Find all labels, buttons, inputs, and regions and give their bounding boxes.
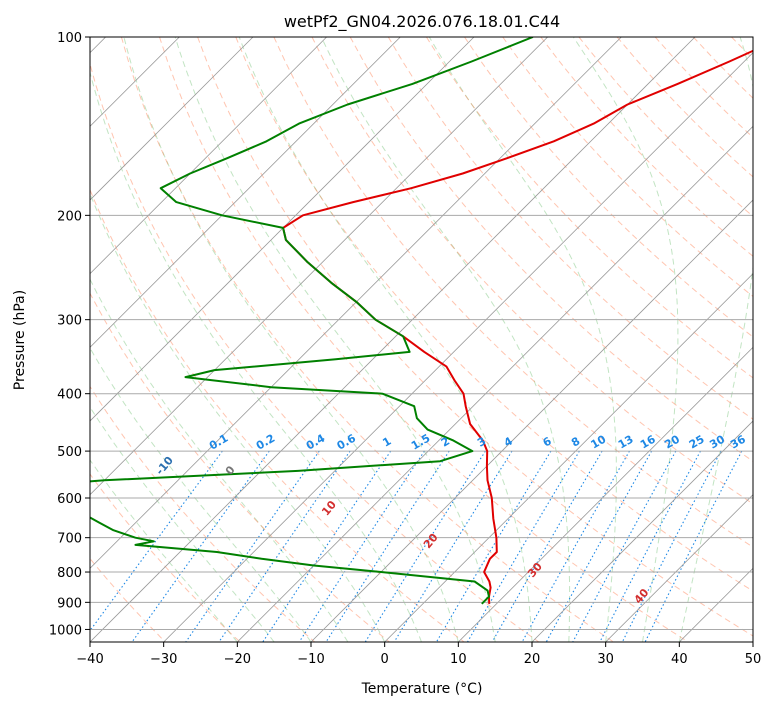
dry-adiabat-line [0, 37, 315, 642]
mixing-ratio-label: 1 [380, 435, 393, 450]
mixing-ratio-line [436, 451, 551, 642]
dry-adiabat-line [426, 37, 775, 642]
plot-area [0, 37, 775, 642]
x-tick-label: −20 [224, 652, 251, 667]
y-tick-label: 200 [57, 209, 82, 224]
moist-adiabat-line [679, 37, 760, 642]
y-tick-label: 1000 [49, 623, 82, 638]
isotherm-line [90, 37, 695, 642]
isotherm-line [16, 37, 621, 642]
y-axis-ticks: 100 200 300 400 500 600 700 800 900 1000 [49, 31, 90, 638]
isotherm-line [753, 37, 775, 642]
mixing-ratio-lines [82, 451, 742, 642]
y-tick-label: 600 [57, 492, 82, 507]
mixing-ratio-label: 0.6 [335, 431, 359, 452]
moist-adiabat-line [0, 37, 274, 642]
mixing-ratio-label: 0.4 [304, 431, 328, 452]
isotherm-line [458, 37, 775, 642]
dry-adiabat-line [350, 37, 775, 642]
chart-title: wetPf2_GN04.2026.076.18.01.C44 [284, 12, 560, 32]
dry-adiabat-line [693, 37, 775, 642]
y-axis-label: Pressure (hPa) [12, 290, 28, 390]
mixing-ratio-line [522, 451, 629, 642]
y-tick-label: 100 [57, 31, 82, 46]
plot-frame [90, 37, 753, 642]
mixing-ratio-label: 13 [616, 433, 636, 452]
dry-adiabat-line [465, 37, 775, 642]
mixing-ratio-label: 1.5 [409, 432, 432, 453]
moist-adiabat-line [16, 37, 348, 642]
isotherm-line [0, 37, 548, 642]
x-tick-label: 0 [381, 652, 389, 667]
dry-adiabat-line [579, 37, 775, 642]
dry-adiabat-line [236, 37, 775, 642]
dry-adiabats [0, 37, 775, 642]
dry-adiabat-label: 30 [525, 560, 545, 580]
isotherm-line [385, 37, 775, 642]
moist-adiabat-line [321, 37, 569, 642]
x-tick-label: −40 [76, 652, 103, 667]
x-axis-label: Temperature (°C) [361, 681, 483, 697]
mixing-ratio-label: 36 [728, 432, 748, 451]
mixing-ratio-label: 8 [569, 435, 582, 450]
mixing-ratio-line [573, 451, 676, 642]
dry-adiabat-label: 20 [421, 531, 441, 551]
isotherm-line [237, 37, 775, 642]
moist-adiabats [0, 37, 760, 642]
x-tick-label: −10 [297, 652, 324, 667]
dry-adiabat-line [160, 37, 689, 642]
mixing-ratio-line [622, 451, 721, 642]
y-tick-label: 800 [57, 566, 82, 581]
dry-adiabat-line [388, 37, 775, 642]
mixing-ratio-label: 0.1 [207, 432, 230, 453]
profile-series [0, 37, 775, 604]
temperature-profile-line [283, 37, 775, 604]
y-tick-label: 400 [57, 388, 82, 403]
isotherm-line [0, 37, 327, 642]
dry-adiabat-label: 0 [223, 463, 238, 477]
dry-adiabat-line [770, 37, 775, 642]
y-tick-label: 500 [57, 445, 82, 460]
dry-adiabat-line [655, 37, 775, 642]
mixing-ratio-label: 16 [638, 432, 658, 451]
mixing-ratio-label: 4 [502, 434, 515, 449]
mixing-ratio-label: 0.2 [254, 432, 277, 453]
isotherm-line [0, 37, 474, 642]
dry-adiabat-label: -10 [153, 454, 176, 478]
dry-adiabat-label: 40 [632, 586, 652, 606]
moist-adiabat-line [239, 37, 532, 642]
mixing-ratio-line [468, 451, 580, 642]
x-tick-label: 30 [597, 652, 614, 667]
x-tick-label: 20 [524, 652, 541, 667]
y-tick-label: 700 [57, 532, 82, 547]
mixing-ratio-line [219, 451, 350, 642]
moist-adiabat-line [82, 37, 422, 642]
mixing-ratio-label: 2 [439, 435, 452, 450]
x-tick-label: −30 [150, 652, 177, 667]
isotherm-line [679, 37, 775, 642]
x-tick-label: 40 [671, 652, 688, 667]
moist-adiabat-line [573, 37, 678, 642]
mixing-ratio-label: 25 [687, 433, 707, 452]
y-tick-label: 900 [57, 596, 82, 611]
x-tick-label: 50 [745, 652, 762, 667]
y-tick-label: 300 [57, 314, 82, 329]
x-tick-label: 10 [450, 652, 467, 667]
mixing-ratio-label: 30 [707, 432, 727, 451]
moist-adiabat-line [0, 37, 311, 642]
mixing-ratio-line [600, 451, 701, 642]
dry-adiabat-label: 10 [319, 498, 339, 518]
x-axis-ticks: −40 −30 −20 −10 0 10 20 30 40 50 [76, 642, 761, 667]
